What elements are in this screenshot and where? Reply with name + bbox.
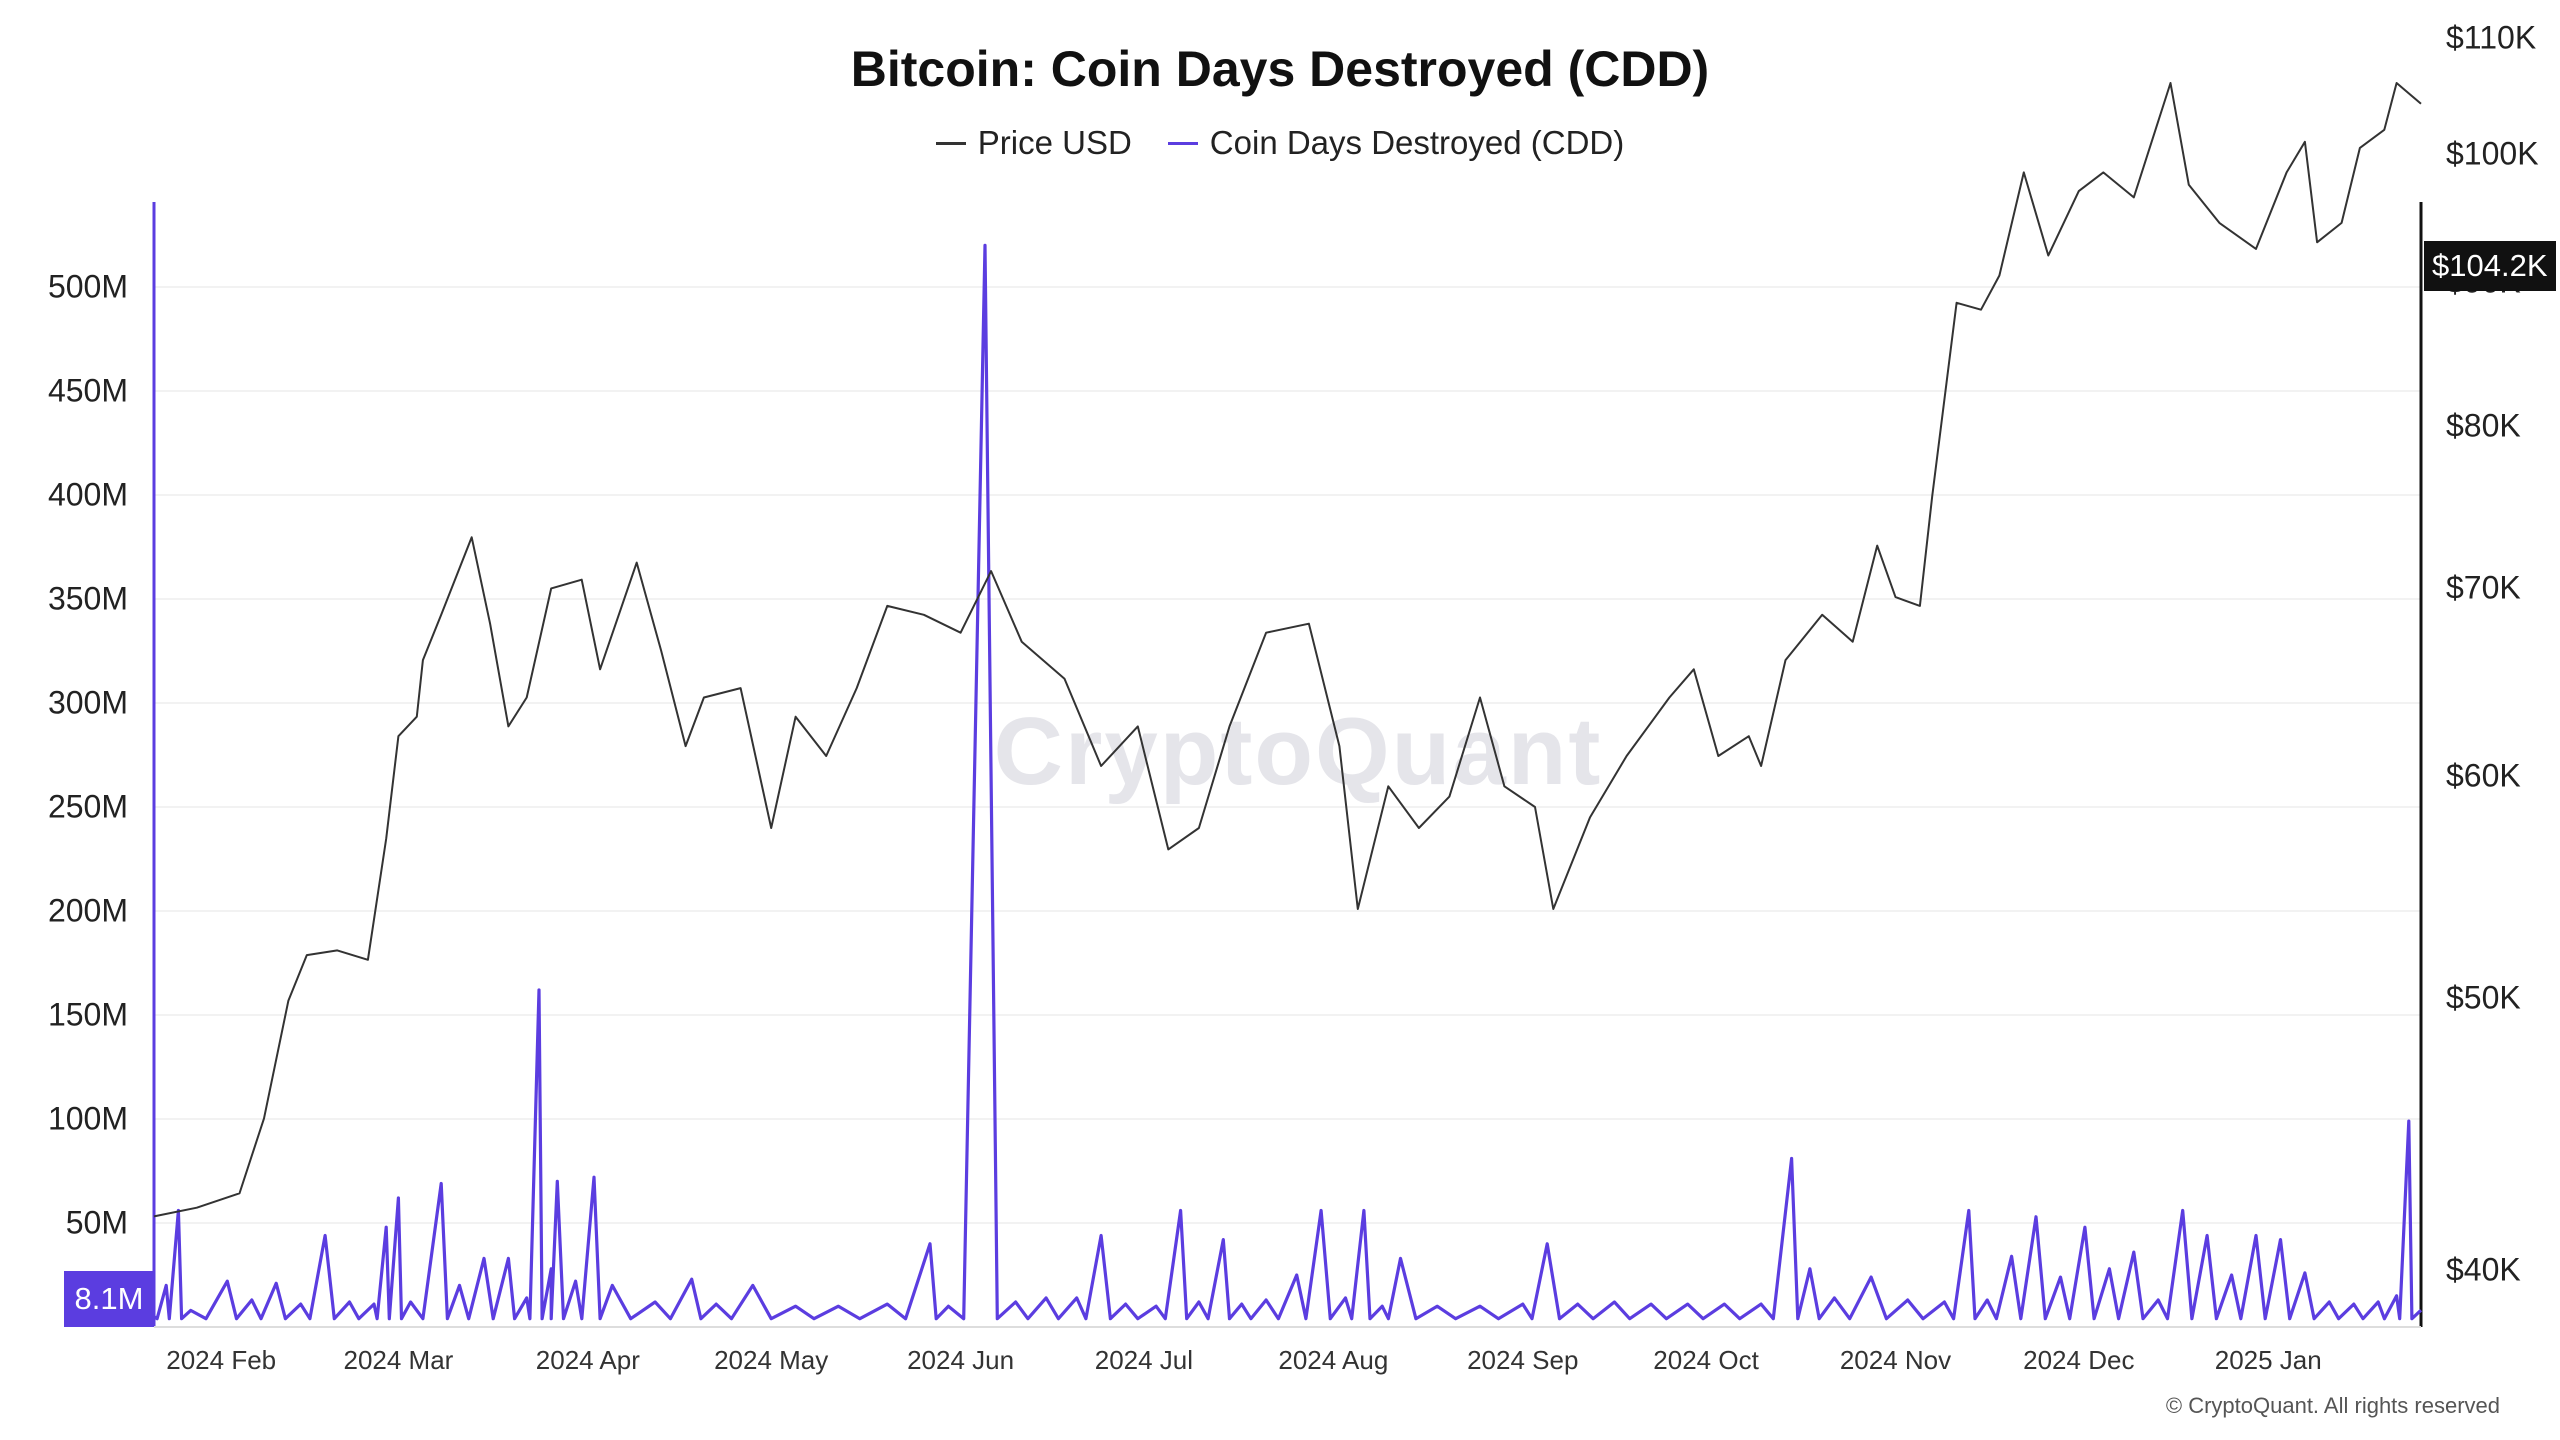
- x-tick-label: 2024 Oct: [1653, 1345, 1759, 1375]
- left-tick-label: 300M: [47, 684, 128, 721]
- cdd-series-line[interactable]: [153, 243, 2423, 1321]
- x-tick-label: 2024 Feb: [166, 1345, 277, 1375]
- legend-label-cdd: Coin Days Destroyed (CDD): [1209, 124, 1625, 161]
- x-tick-label: 2024 Nov: [1839, 1345, 1952, 1375]
- left-tick-label: 350M: [47, 580, 128, 617]
- left-tick-label: 400M: [47, 476, 128, 513]
- right-tick-label: $110K: [2446, 19, 2537, 56]
- x-tick-label: 2024 Jun: [907, 1345, 1015, 1375]
- legend-swatch-cdd: [1167, 141, 1198, 145]
- right-tick-label: $50K: [2446, 979, 2521, 1016]
- right-tick-label: $80K: [2446, 407, 2521, 444]
- left-tick-label: 150M: [47, 996, 128, 1033]
- x-tick-label: 2024 Jul: [1094, 1345, 1194, 1375]
- right-tick-label: $100K: [2446, 135, 2539, 172]
- left-tick-label: 500M: [47, 268, 128, 305]
- x-tick-label: 2024 Aug: [1278, 1345, 1389, 1375]
- x-tick-label: 2024 Apr: [535, 1345, 640, 1375]
- x-tick-label: 2024 Mar: [343, 1345, 454, 1375]
- current-cdd-badge: 8.1M: [64, 1271, 154, 1327]
- legend: Price USD Coin Days Destroyed (CDD): [0, 124, 2560, 162]
- left-tick-label: 450M: [47, 372, 128, 409]
- x-tick-label: 2024 Sep: [1467, 1345, 1579, 1375]
- left-tick-label: 250M: [47, 788, 128, 825]
- chart-title: Bitcoin: Coin Days Destroyed (CDD): [850, 41, 1710, 97]
- right-tick-label: $70K: [2446, 569, 2521, 606]
- x-tick-label: 2025 Jan: [2214, 1345, 2322, 1375]
- left-tick-label: 100M: [47, 1100, 128, 1137]
- right-tick-label: $60K: [2446, 757, 2521, 794]
- x-tick-label: 2024 May: [714, 1345, 829, 1375]
- copyright-text: © CryptoQuant. All rights reserved: [2165, 1393, 2500, 1418]
- legend-item-price[interactable]: Price USD: [935, 124, 1132, 162]
- price-series-line[interactable]: [153, 82, 2422, 1218]
- left-tick-label: 50M: [65, 1204, 128, 1241]
- right-tick-label: $40K: [2446, 1251, 2521, 1288]
- legend-swatch-price: [935, 141, 966, 145]
- legend-label-price: Price USD: [977, 124, 1132, 161]
- x-tick-label: 2024 Dec: [2023, 1345, 2135, 1375]
- left-tick-label: 200M: [47, 892, 128, 929]
- legend-item-cdd[interactable]: Coin Days Destroyed (CDD): [1167, 124, 1625, 162]
- current-price-badge: $104.2K: [2424, 241, 2556, 291]
- gridlines: [154, 286, 2421, 1224]
